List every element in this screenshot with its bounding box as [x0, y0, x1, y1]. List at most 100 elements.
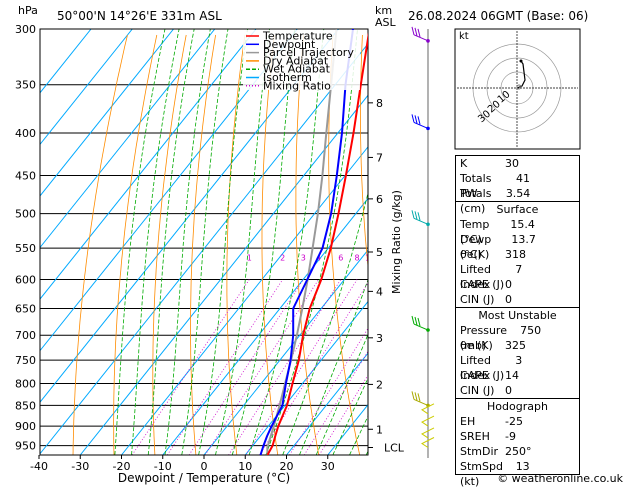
isotherm-line: [203, 249, 368, 455]
dry-adiabat-line: [152, 34, 187, 455]
asl-unit-label: ASL: [375, 16, 397, 29]
most-unstable-header: Most Unstable: [456, 307, 579, 323]
wind-barb-icon: [421, 415, 435, 427]
km-tick-label: 3: [376, 332, 383, 345]
pressure-tick-label: 850: [15, 399, 36, 412]
mixing-ratio-tick-label: 1: [247, 253, 252, 262]
most_unstable-label: θe (K): [460, 339, 493, 352]
most_unstable-value: 325: [505, 339, 526, 352]
wet-adiabat-line: [181, 29, 229, 455]
hodograph-unit-label: kt: [459, 31, 469, 42]
wet-adiabat-line: [299, 278, 368, 455]
most_unstable-value: 750: [520, 324, 542, 337]
wind-barb-icon: [411, 315, 429, 331]
x-tick-label: -40: [30, 460, 48, 473]
legend-entry: Temperature: [262, 30, 333, 43]
mixing-ratio-tick-label: 8: [355, 253, 360, 262]
mixing-ratio-line: [131, 279, 250, 455]
dry-adiabat-line: [72, 34, 128, 455]
km-tick-label: 8: [376, 97, 383, 110]
mixing-ratio-tick-label: 3: [301, 253, 306, 262]
surface-row: Dewp (°C) 13.7: [456, 232, 579, 261]
wet-adiabat-line: [332, 377, 368, 455]
hodograph-trace: [516, 60, 526, 89]
wind-barb-icon: [421, 427, 435, 439]
indices-row: K 30: [456, 156, 579, 171]
surface-value: 0: [505, 293, 512, 306]
x-tick-label: -30: [71, 460, 89, 473]
most_unstable-row: θe (K) 325: [456, 338, 579, 353]
surface-value: 7: [515, 263, 523, 276]
pressure-tick-label: 950: [15, 440, 36, 453]
most_unstable-label: CAPE (J): [460, 369, 505, 382]
mixing-ratio-line: [318, 374, 368, 455]
most_unstable-value: 14: [505, 369, 519, 382]
indices-label: PW (cm): [460, 187, 486, 215]
mixing-ratio-tick-label: 2: [280, 253, 285, 262]
wind-barb-icon: [421, 403, 435, 415]
y-unit-label: hPa: [18, 4, 38, 17]
most_unstable-label: Lifted Index: [460, 354, 491, 382]
indices-value: 30: [505, 157, 519, 170]
pressure-tick-label: 500: [15, 208, 36, 221]
indices-value: 3.54: [505, 187, 531, 200]
temperature-line: [266, 32, 368, 455]
surface-row: Lifted Index 7: [456, 262, 579, 291]
surface-label: Temp (°C): [460, 218, 490, 246]
isotherm-line: [40, 29, 257, 300]
mixing-ratio-line: [166, 279, 284, 455]
isotherm-line: [40, 29, 298, 352]
most-unstable-block: Pressure (mb) 750 θe (K) 325 Lifted Index 3 CA…: [456, 323, 579, 398]
hodograph_table-value: 250°: [505, 445, 532, 458]
legend-entry: Wet Adiabat: [263, 63, 331, 76]
pressure-tick-label: 300: [15, 23, 36, 36]
km-tick-label: 6: [376, 193, 383, 206]
surface-row: Temp (°C) 15.4: [456, 217, 579, 246]
dry-adiabat-line: [226, 34, 246, 455]
wet-adiabat-line: [164, 29, 211, 455]
km-tick-label: LCL: [384, 442, 405, 455]
location-label: 50°00'N 14°26'E 331m ASL: [57, 9, 222, 23]
dry-adiabat-line: [360, 34, 368, 270]
mixing-ratio-line: [228, 279, 342, 455]
most_unstable-label: CIN (J): [460, 384, 495, 397]
pressure-tick-label: 600: [15, 274, 36, 287]
mixing-ratio-tick-label: 20: [407, 253, 417, 262]
surface-header: Surface: [456, 201, 579, 217]
x-tick-label: 20: [280, 460, 294, 473]
hodograph_table-value: 13: [515, 460, 530, 473]
x-tick-label: 0: [201, 460, 208, 473]
isotherm-line: [40, 29, 339, 403]
mixing-ratio-axis-label: Mixing Ratio (g/kg): [390, 190, 403, 294]
indices-block: K 30 Totals Totals 41 PW (cm) 3.54: [456, 156, 579, 215]
wind-barb-icon: [421, 437, 435, 448]
datetime-label: 26.08.2024 06GMT (Base: 06): [408, 9, 588, 23]
wet-adiabat-line: [315, 333, 368, 455]
wet-adiabat-line: [248, 29, 325, 455]
surface-row: CIN (J) 0: [456, 292, 579, 307]
pressure-tick-label: 900: [15, 420, 36, 433]
hodograph_table-label: StmSpd (kt): [460, 460, 503, 488]
wind-barb-icon: [411, 26, 429, 42]
legend-entry: Dry Adiabat: [263, 54, 329, 67]
isotherm-line: [40, 29, 216, 249]
mixing-ratio-tick-label: 6: [338, 253, 343, 262]
credit-label: © weatheronline.co.uk: [497, 472, 623, 485]
dry-adiabat-line: [113, 34, 158, 455]
surface-value: 318: [505, 248, 526, 261]
hodograph_table-row: SREH -9: [456, 429, 579, 444]
isotherm-line: [40, 29, 174, 197]
surface-value: 13.7: [511, 233, 536, 246]
wind-barb-icon: [411, 210, 429, 225]
x-axis-label: Dewpoint / Temperature (°C): [118, 471, 290, 485]
km-tick-label: 2: [376, 378, 383, 391]
most_unstable-row: CAPE (J) 14: [456, 368, 579, 383]
wet-adiabat-line: [131, 29, 180, 455]
isotherm-line: [244, 300, 368, 455]
pressure-tick-label: 550: [15, 242, 36, 255]
surface-block: Temp (°C) 15.4 Dewp (°C) 13.7 θe(K) 318 Lifted…: [456, 217, 579, 307]
legend-entry: Isotherm: [263, 71, 312, 84]
isotherm-line: [79, 94, 368, 455]
